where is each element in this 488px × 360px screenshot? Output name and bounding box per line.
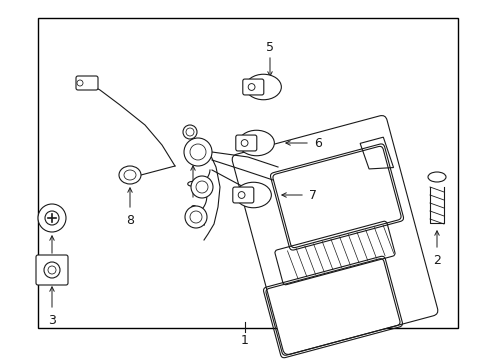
Text: 7: 7 [308, 189, 316, 202]
Circle shape [248, 84, 254, 90]
Circle shape [184, 206, 206, 228]
Circle shape [38, 204, 66, 232]
Circle shape [183, 125, 197, 139]
Text: 3: 3 [48, 314, 56, 327]
FancyBboxPatch shape [235, 135, 256, 151]
Ellipse shape [245, 74, 281, 100]
Ellipse shape [119, 166, 141, 184]
FancyBboxPatch shape [76, 76, 98, 90]
Text: 6: 6 [313, 136, 321, 149]
Circle shape [44, 262, 60, 278]
Circle shape [183, 138, 212, 166]
Circle shape [45, 211, 59, 225]
Circle shape [241, 140, 247, 147]
Text: 9: 9 [189, 203, 197, 216]
Text: 5: 5 [265, 41, 273, 54]
Circle shape [77, 80, 83, 86]
Circle shape [191, 176, 213, 198]
Ellipse shape [124, 170, 136, 180]
Ellipse shape [238, 130, 274, 156]
FancyBboxPatch shape [243, 79, 263, 95]
FancyBboxPatch shape [232, 187, 253, 203]
Text: 4: 4 [48, 260, 56, 273]
Circle shape [190, 144, 205, 160]
Polygon shape [359, 137, 393, 169]
FancyBboxPatch shape [232, 116, 437, 355]
Circle shape [196, 181, 207, 193]
Text: 2: 2 [432, 253, 440, 266]
Circle shape [238, 192, 244, 198]
Text: 1: 1 [241, 333, 248, 346]
FancyBboxPatch shape [36, 255, 68, 285]
Text: 8: 8 [126, 213, 134, 226]
Ellipse shape [427, 172, 445, 182]
Ellipse shape [235, 182, 271, 208]
Circle shape [185, 128, 194, 136]
Circle shape [48, 266, 56, 274]
Circle shape [190, 211, 202, 223]
Bar [38, 18, 457, 328]
